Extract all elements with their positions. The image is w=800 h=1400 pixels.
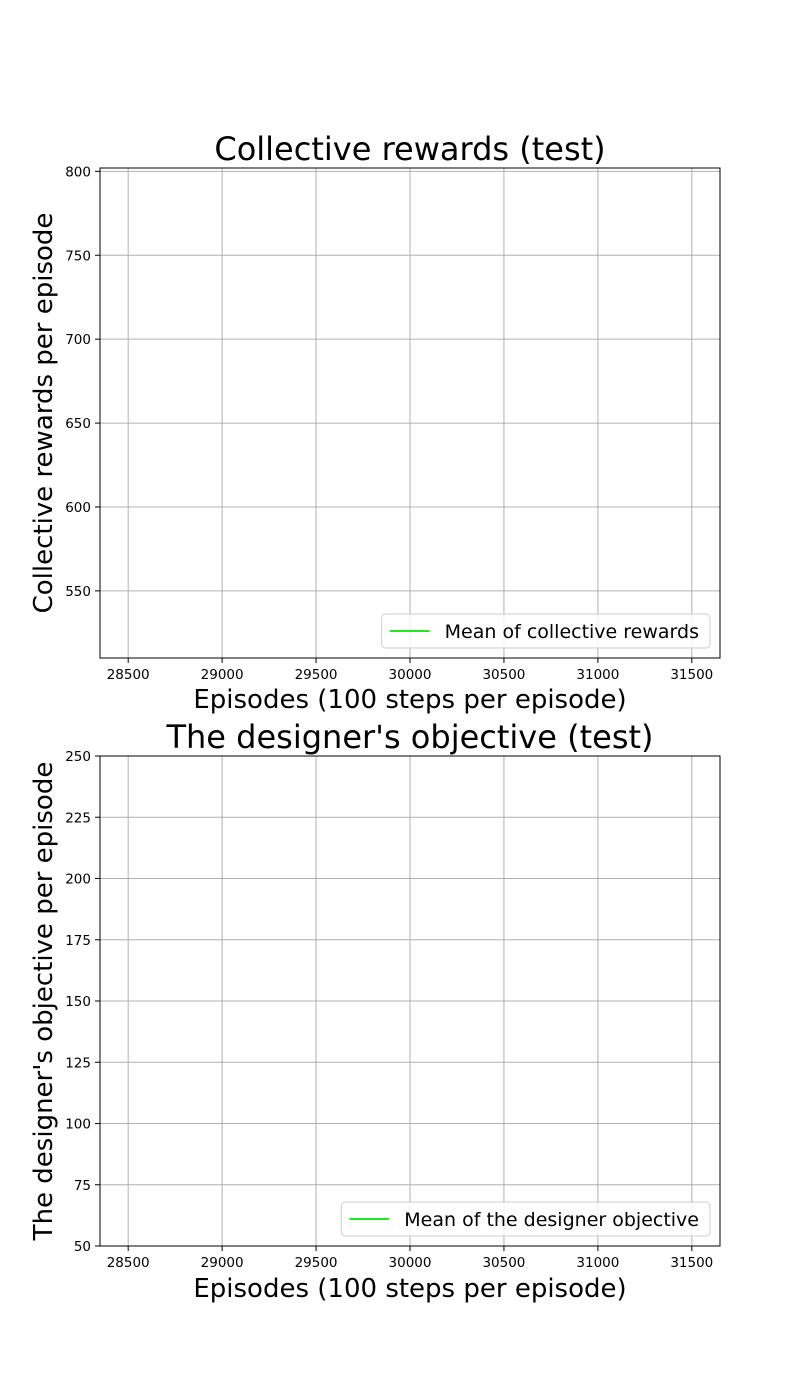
chart-panel-1: Collective rewards (test) 28500 29000 29500…: [29, 130, 721, 715]
x-tick-label: 30000: [389, 1255, 432, 1271]
legend-box: [381, 613, 711, 649]
y-tick-label: 175: [65, 933, 91, 949]
y-tick-label: 650: [65, 416, 91, 432]
legend-label: Mean of collective rewards: [445, 621, 699, 643]
chart-title: Collective rewards (test): [214, 130, 605, 168]
x-tick-label: 28500: [107, 667, 150, 683]
legend: Mean of collective rewards: [381, 613, 711, 649]
x-tick-label: 30500: [482, 1255, 525, 1271]
x-tick-label: 29500: [295, 1255, 338, 1271]
y-tick-label: 100: [65, 1117, 91, 1133]
y-tick-label: 225: [65, 810, 91, 826]
x-axis-label: Episodes (100 steps per episode): [193, 1274, 626, 1304]
x-tick-label: 28500: [107, 1255, 150, 1271]
x-tick-label: 31500: [670, 1255, 713, 1271]
chart-panel-2: The designer's objective (test) 28500 2900…: [29, 718, 721, 1304]
y-tick-label: 700: [65, 332, 91, 348]
y-axis-label: Collective rewards per episode: [29, 213, 59, 614]
y-tick-label: 800: [65, 164, 91, 180]
legend-label: Mean of the designer objective: [404, 1209, 699, 1231]
y-tick-label: 150: [65, 994, 91, 1010]
y-tick-label: 250: [65, 749, 91, 765]
x-axis-label: Episodes (100 steps per episode): [193, 685, 626, 715]
x-tick-label: 31500: [670, 667, 713, 683]
chart-title: The designer's objective (test): [165, 718, 653, 756]
x-tick-label: 31000: [576, 667, 619, 683]
x-tick-label: 30000: [389, 667, 432, 683]
x-tick-label: 31000: [576, 1255, 619, 1271]
y-axis-label: The designer's objective per episode: [29, 762, 59, 1242]
legend-box: [340, 1201, 711, 1237]
x-tick-label: 30500: [482, 667, 525, 683]
y-tick-label: 125: [65, 1055, 91, 1071]
y-tick-label: 75: [74, 1178, 91, 1194]
x-tick-label: 29500: [295, 667, 338, 683]
y-tick-label: 750: [65, 248, 91, 264]
x-tick-label: 29000: [201, 1255, 244, 1271]
y-tick-label: 600: [65, 500, 91, 516]
legend: Mean of the designer objective: [340, 1201, 711, 1237]
x-tick-label: 29000: [201, 667, 244, 683]
y-tick-label: 550: [65, 584, 91, 600]
y-tick-label: 50: [74, 1239, 91, 1255]
y-tick-label: 200: [65, 872, 91, 888]
